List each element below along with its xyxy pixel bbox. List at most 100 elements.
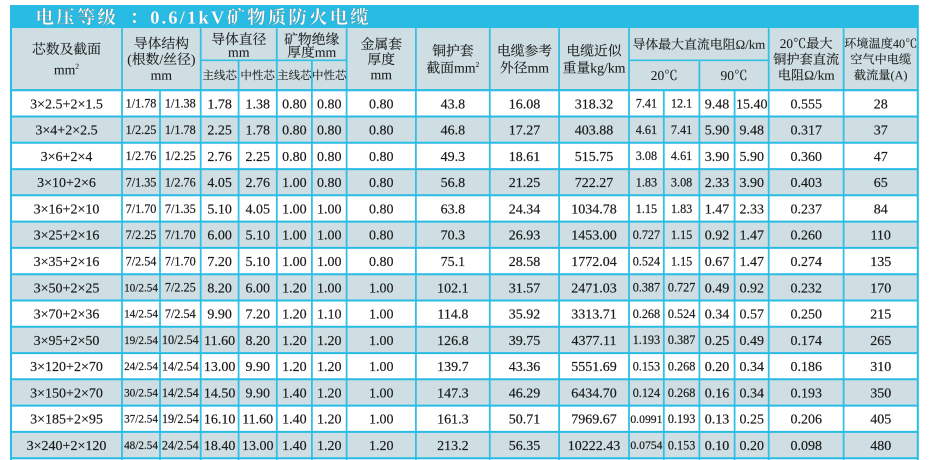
- svg-text:7/2.25: 7/2.25: [126, 228, 157, 242]
- svg-text:11.60: 11.60: [242, 413, 273, 428]
- svg-text:515.75: 515.75: [575, 150, 614, 165]
- svg-text:3×6+2×4: 3×6+2×4: [41, 150, 93, 165]
- svg-text:31.57: 31.57: [509, 281, 541, 296]
- svg-text:1.38: 1.38: [245, 97, 270, 112]
- svg-text:0.49: 0.49: [739, 334, 764, 349]
- svg-text:0.317: 0.317: [790, 124, 822, 139]
- svg-text:1.15: 1.15: [636, 202, 657, 216]
- svg-text:1.00: 1.00: [369, 386, 394, 401]
- svg-text:1772.04: 1772.04: [571, 255, 617, 270]
- svg-text:6434.70: 6434.70: [571, 386, 617, 401]
- svg-text:24/2.54: 24/2.54: [162, 438, 199, 452]
- svg-text:0.555: 0.555: [790, 97, 822, 112]
- svg-text:14/2.54: 14/2.54: [162, 386, 199, 400]
- svg-text:39.75: 39.75: [509, 334, 541, 349]
- svg-text:1.00: 1.00: [369, 334, 394, 349]
- svg-text:9.90: 9.90: [245, 386, 270, 401]
- svg-text:114.8: 114.8: [437, 308, 468, 323]
- svg-text:10222.43: 10222.43: [568, 439, 621, 454]
- svg-text:2.25: 2.25: [207, 124, 232, 139]
- svg-text:1.00: 1.00: [317, 229, 342, 244]
- svg-text:0.34: 0.34: [739, 360, 764, 375]
- svg-text:1.78: 1.78: [245, 124, 270, 139]
- svg-text:43.36: 43.36: [509, 360, 541, 375]
- svg-text:1.00: 1.00: [369, 308, 394, 323]
- svg-text:1.20: 1.20: [282, 308, 307, 323]
- svg-text:1.47: 1.47: [739, 255, 764, 270]
- svg-text:0.153: 0.153: [668, 438, 695, 452]
- svg-text:1.20: 1.20: [317, 386, 342, 401]
- svg-text:7/1.70: 7/1.70: [165, 228, 196, 242]
- svg-text:310: 310: [870, 360, 891, 375]
- svg-text:1.83: 1.83: [671, 202, 692, 216]
- svg-text:0.124: 0.124: [633, 386, 660, 400]
- svg-text:7/1.70: 7/1.70: [165, 254, 196, 268]
- svg-text:6.00: 6.00: [207, 229, 232, 244]
- svg-text:1.00: 1.00: [369, 413, 394, 428]
- svg-text:9.90: 9.90: [207, 308, 232, 323]
- svg-text:1.20: 1.20: [317, 334, 342, 349]
- svg-text:139.7: 139.7: [437, 360, 469, 375]
- svg-text:49.3: 49.3: [441, 150, 466, 165]
- svg-text:3.08: 3.08: [671, 175, 692, 189]
- svg-text:19/2.54: 19/2.54: [124, 335, 158, 347]
- svg-text:3×70+2×36: 3×70+2×36: [34, 308, 100, 323]
- svg-text:0.193: 0.193: [668, 412, 695, 426]
- svg-text:0.80: 0.80: [317, 150, 342, 165]
- svg-text:265: 265: [870, 334, 891, 349]
- svg-text:215: 215: [870, 308, 891, 323]
- svg-text:1.47: 1.47: [739, 229, 764, 244]
- svg-text:5.10: 5.10: [207, 202, 232, 217]
- svg-text:8.20: 8.20: [245, 334, 270, 349]
- svg-text:480: 480: [870, 439, 891, 454]
- svg-text:722.27: 722.27: [575, 176, 614, 191]
- svg-text:1.00: 1.00: [317, 202, 342, 217]
- svg-text:7.41: 7.41: [636, 97, 657, 111]
- svg-text:6.00: 6.00: [245, 281, 270, 296]
- svg-text:14/2.54: 14/2.54: [162, 359, 199, 373]
- svg-text:37/2.54: 37/2.54: [124, 414, 158, 426]
- svg-text:1.00: 1.00: [317, 281, 342, 296]
- svg-text:0.186: 0.186: [790, 360, 822, 375]
- svg-text:1.00: 1.00: [282, 202, 307, 217]
- svg-text:0.67: 0.67: [705, 255, 730, 270]
- svg-text:0.80: 0.80: [282, 150, 307, 165]
- svg-text:18.61: 18.61: [509, 150, 541, 165]
- svg-text:0.524: 0.524: [668, 307, 695, 321]
- svg-text:3×240+2×120: 3×240+2×120: [27, 439, 107, 454]
- svg-text:1/2.76: 1/2.76: [126, 149, 157, 163]
- svg-text:4.61: 4.61: [636, 123, 657, 137]
- svg-text:170: 170: [870, 281, 891, 296]
- svg-text:14/2.54: 14/2.54: [124, 309, 158, 321]
- svg-text:0.237: 0.237: [790, 202, 822, 217]
- svg-text:0.20: 0.20: [705, 360, 730, 375]
- svg-text:48/2.54: 48/2.54: [124, 440, 158, 452]
- svg-text:1.20: 1.20: [282, 334, 307, 349]
- svg-text:10/2.54: 10/2.54: [162, 333, 199, 347]
- svg-text:46.8: 46.8: [441, 124, 466, 139]
- svg-text:3.90: 3.90: [739, 176, 764, 191]
- svg-text:102.1: 102.1: [437, 281, 469, 296]
- svg-text:0.524: 0.524: [633, 254, 660, 268]
- svg-text:63.8: 63.8: [441, 202, 466, 217]
- svg-text:3.90: 3.90: [705, 150, 730, 165]
- svg-text:0.57: 0.57: [739, 308, 764, 323]
- svg-text:4.61: 4.61: [671, 149, 692, 163]
- svg-text:16.10: 16.10: [204, 413, 236, 428]
- svg-text:0.80: 0.80: [369, 150, 394, 165]
- svg-text:2471.03: 2471.03: [571, 281, 617, 296]
- svg-text:16.08: 16.08: [509, 97, 541, 112]
- svg-text:0.25: 0.25: [705, 334, 730, 349]
- svg-text:12.1: 12.1: [671, 97, 692, 111]
- svg-text:1/1.78: 1/1.78: [126, 97, 157, 111]
- svg-text:1.40: 1.40: [282, 413, 307, 428]
- svg-text:7969.67: 7969.67: [571, 413, 617, 428]
- svg-text:13.00: 13.00: [204, 360, 236, 375]
- svg-text:1.20: 1.20: [317, 413, 342, 428]
- svg-text:1.00: 1.00: [317, 255, 342, 270]
- svg-text:24/2.54: 24/2.54: [124, 361, 158, 373]
- svg-text:1.193: 1.193: [633, 333, 660, 347]
- svg-text:0.80: 0.80: [317, 97, 342, 112]
- svg-text:9.90: 9.90: [245, 360, 270, 375]
- svg-text:0.727: 0.727: [633, 228, 660, 242]
